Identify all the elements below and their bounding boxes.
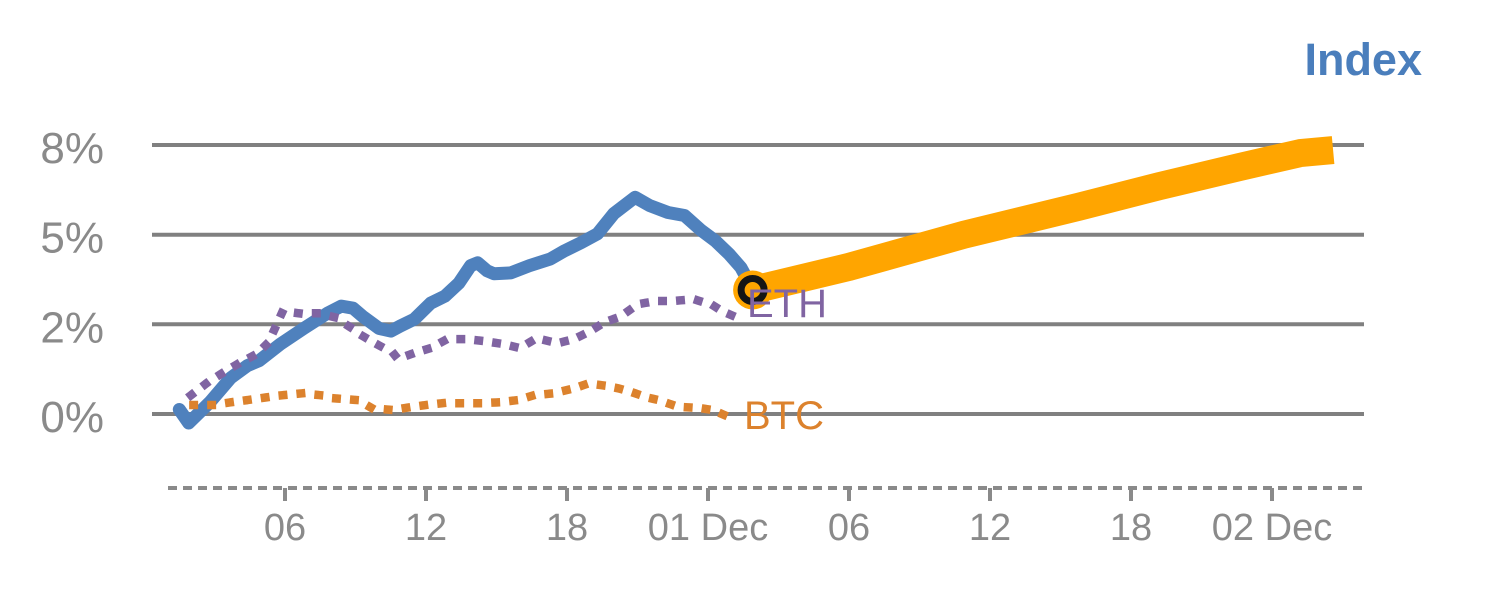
x-tick-label: 12 <box>405 507 447 549</box>
y-tick-label: 8% <box>40 124 104 173</box>
series-line-index-projection <box>749 136 1335 304</box>
eth-series-label: ETH <box>747 282 827 326</box>
projection-marker <box>733 270 773 310</box>
series-lines <box>172 136 1335 430</box>
btc-series-label: BTC <box>744 394 824 438</box>
x-tick-label: 02 Dec <box>1212 507 1332 549</box>
x-tick-label: 12 <box>969 507 1011 549</box>
x-tick-label: 18 <box>546 507 588 549</box>
y-tick-labels: 0% 2% 5% 8% <box>40 124 104 442</box>
marker-ring-icon <box>737 275 768 305</box>
series-line-eth <box>185 294 742 402</box>
y-tick-label: 2% <box>40 303 104 352</box>
x-tick-label: 18 <box>1110 507 1152 549</box>
chart-title: Index <box>1304 34 1422 85</box>
x-tick-labels: 06 12 18 01 Dec 06 12 18 02 Dec <box>264 507 1332 549</box>
gridlines <box>152 143 1364 416</box>
x-tick-label: 01 Dec <box>648 507 768 549</box>
y-tick-label: 0% <box>40 393 104 442</box>
y-tick-label: 5% <box>40 214 104 263</box>
x-axis <box>168 486 1364 501</box>
x-tick-label: 06 <box>264 507 306 549</box>
x-tick-label: 06 <box>828 507 870 549</box>
series-line-index <box>172 190 760 430</box>
